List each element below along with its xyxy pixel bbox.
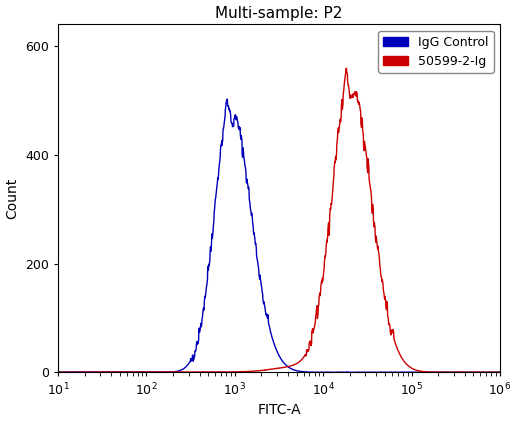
IgG Control xyxy=(445,370,451,375)
50599-2-Ig xyxy=(456,370,462,375)
50599-2-Ig xyxy=(497,370,503,375)
IgG Control xyxy=(497,370,503,375)
Line: IgG Control: IgG Control xyxy=(58,99,500,372)
50599-2-Ig xyxy=(484,370,491,375)
Y-axis label: Count: Count xyxy=(6,178,20,219)
IgG Control xyxy=(78,369,84,374)
X-axis label: FITC-A: FITC-A xyxy=(257,404,301,418)
50599-2-Ig xyxy=(343,66,349,71)
IgG Control xyxy=(484,370,491,375)
Line: 50599-2-Ig: 50599-2-Ig xyxy=(58,68,500,372)
IgG Control xyxy=(484,370,491,375)
IgG Control xyxy=(55,369,61,374)
50599-2-Ig xyxy=(403,361,409,366)
IgG Control xyxy=(224,96,231,102)
50599-2-Ig xyxy=(55,370,61,375)
50599-2-Ig xyxy=(270,366,276,371)
50599-2-Ig xyxy=(78,370,84,375)
50599-2-Ig xyxy=(484,370,491,375)
Legend: IgG Control, 50599-2-Ig: IgG Control, 50599-2-Ig xyxy=(378,31,494,73)
IgG Control xyxy=(270,338,276,343)
IgG Control xyxy=(258,283,265,288)
Title: Multi-sample: P2: Multi-sample: P2 xyxy=(215,5,343,21)
50599-2-Ig xyxy=(258,368,264,373)
IgG Control xyxy=(403,370,409,375)
